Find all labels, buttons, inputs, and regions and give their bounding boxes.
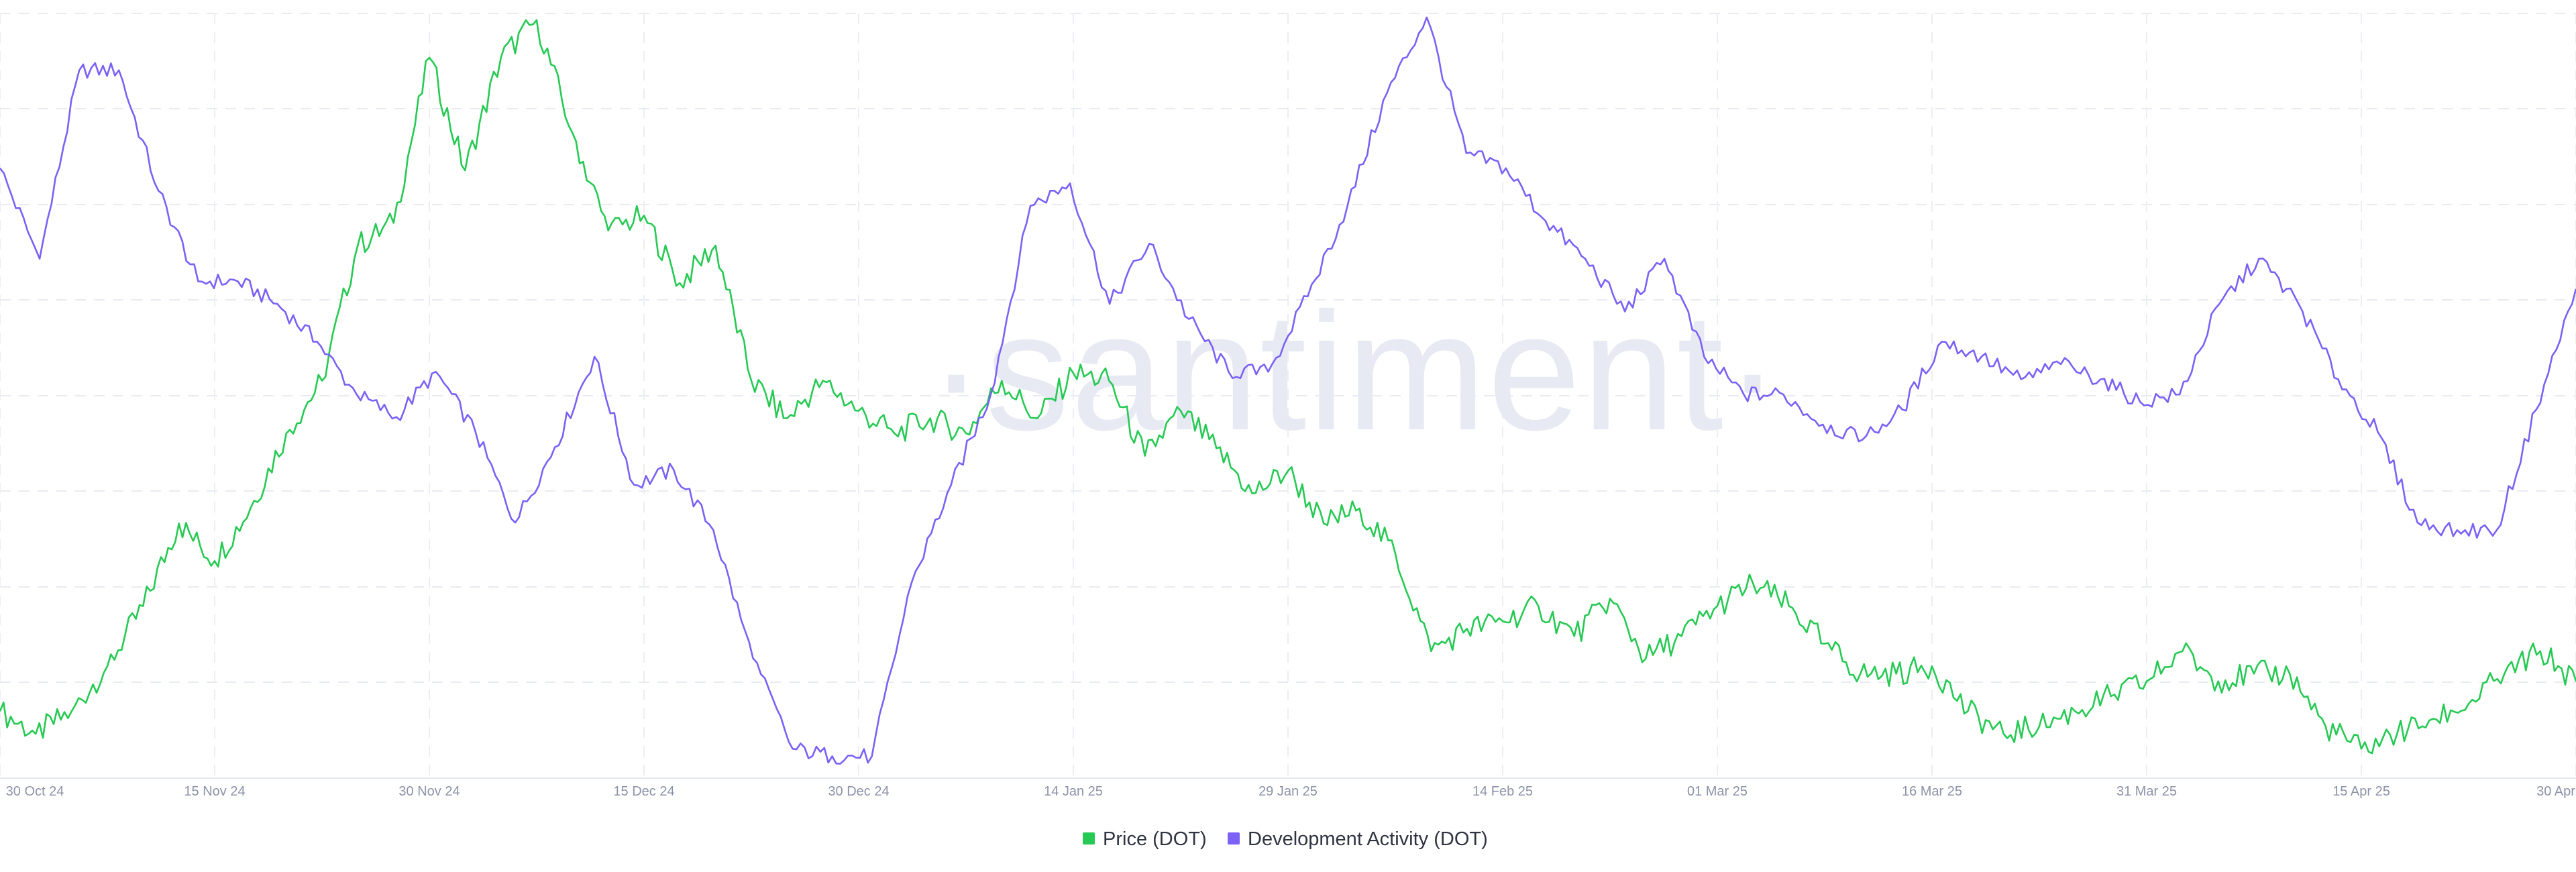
x-axis-ticks: 30 Oct 24 15 Nov 24 30 Nov 24 15 Dec 24 30 D… <box>6 784 2576 799</box>
legend-item-development-activity[interactable]: Development Activity (DOT) <box>1228 828 1488 850</box>
x-tick-label: 29 Jan 25 <box>1258 784 1318 799</box>
x-tick-label: 30 Nov 24 <box>398 784 460 799</box>
x-tick-label: 30 Dec 24 <box>828 784 889 799</box>
legend-swatch <box>1083 832 1095 844</box>
x-tick-label: 30 Apr <box>2536 784 2575 799</box>
x-tick-label: 15 Apr 25 <box>2332 784 2390 799</box>
series-line-price <box>0 19 2576 755</box>
x-tick-label: 16 Mar 25 <box>1902 784 1962 799</box>
x-tick-label: 30 Oct 24 <box>6 784 64 799</box>
x-tick-label: 14 Jan 25 <box>1044 784 1103 799</box>
legend-label: Price (DOT) <box>1103 828 1207 850</box>
series-layer <box>0 16 2576 765</box>
legend-label: Development Activity (DOT) <box>1248 828 1488 850</box>
x-tick-label: 31 Mar 25 <box>2116 784 2177 799</box>
series-line-development-activity <box>0 16 2576 765</box>
x-tick-label: 15 Nov 24 <box>184 784 245 799</box>
x-tick-label: 15 Dec 24 <box>613 784 674 799</box>
x-tick-label: 01 Mar 25 <box>1687 784 1748 799</box>
legend: Price (DOT) Development Activity (DOT) <box>1083 828 1488 850</box>
legend-item-price[interactable]: Price (DOT) <box>1083 828 1207 850</box>
legend-swatch <box>1228 832 1240 844</box>
x-tick-label: 14 Feb 25 <box>1472 784 1533 799</box>
watermark: ·santiment· <box>928 278 1782 465</box>
